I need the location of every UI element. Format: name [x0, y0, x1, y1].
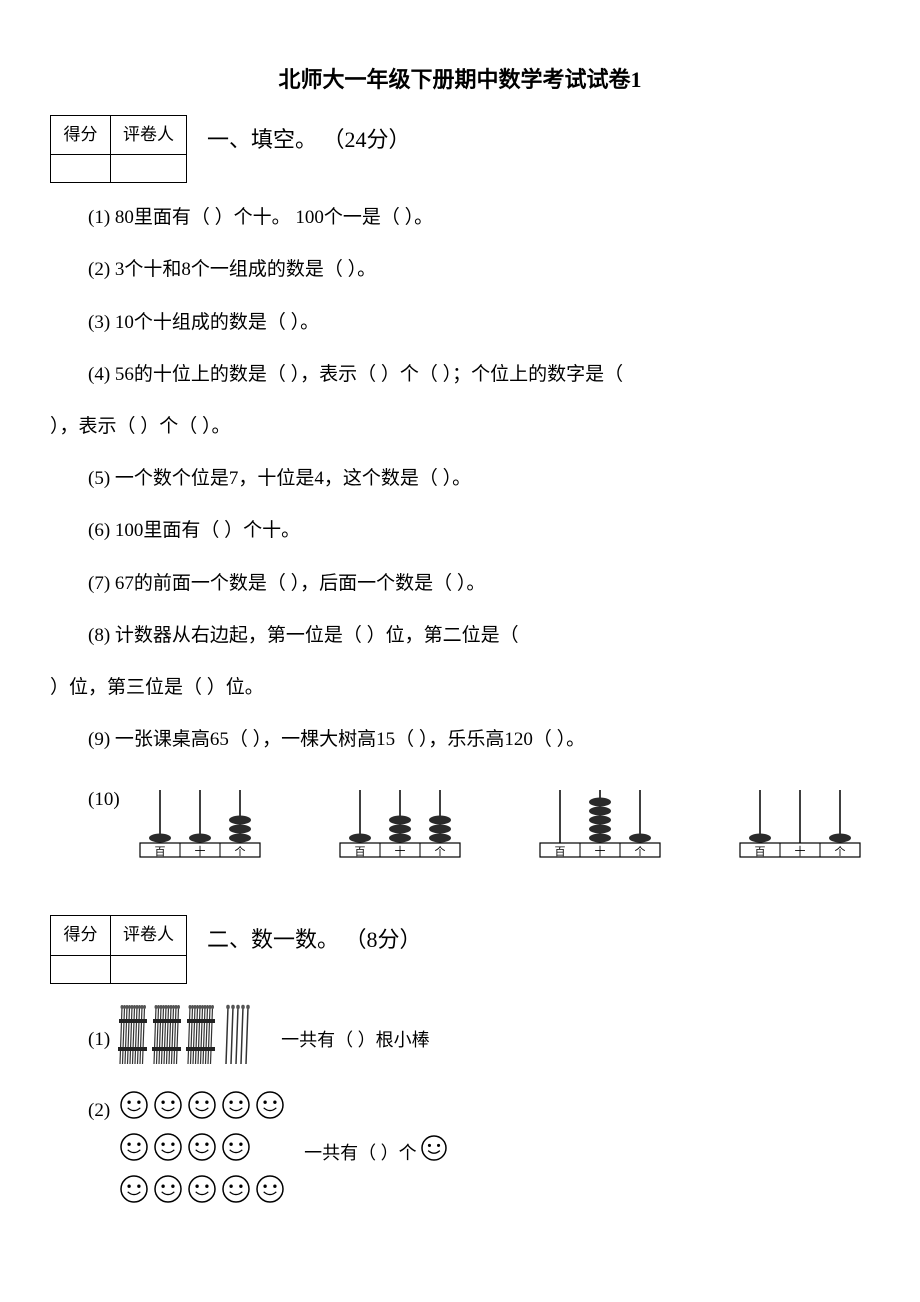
section-1-header: 得分 评卷人 一、填空。 （24分） — [50, 115, 870, 184]
section-2-label: 二、数一数。 （8分） — [207, 920, 422, 960]
smiley-icon — [154, 1133, 182, 1173]
smiley-icon — [222, 1133, 250, 1173]
smiley-icon — [256, 1091, 284, 1119]
smiley-icon — [188, 1175, 216, 1203]
svg-text:百: 百 — [554, 846, 565, 858]
score-cell-empty — [51, 955, 111, 983]
question-8b: ）位，第三位是（ ）位。 — [50, 671, 870, 705]
question-4b: ），表示（ ）个（ ）。 — [50, 410, 870, 444]
smiley-icon — [154, 1175, 182, 1215]
abacus-icon: 百十个 — [730, 785, 870, 865]
question-4a: (4) 56的十位上的数是（ ），表示（ ）个（ ）；个位上的数字是（ — [50, 358, 870, 392]
section-1-label: 一、填空。 （24分） — [207, 120, 411, 160]
section-2-header: 得分 评卷人 二、数一数。 （8分） — [50, 915, 870, 984]
score-table-1: 得分 评卷人 — [50, 115, 187, 184]
question-5: (5) 一个数个位是7，十位是4，这个数是（ ）。 — [50, 462, 870, 496]
smiley-icon — [188, 1133, 216, 1161]
score-col-2: 评卷人 — [111, 916, 187, 956]
smiley-icon — [120, 1133, 148, 1161]
question-2: (2) 3个十和8个一组成的数是（ ）。 — [50, 253, 870, 287]
abacus-item: 百十个 — [330, 785, 470, 865]
svg-text:百: 百 — [354, 846, 365, 858]
smiley-icon — [222, 1175, 250, 1203]
document-title: 北师大一年级下册期中数学考试试卷1 — [50, 60, 870, 100]
svg-text:十: 十 — [194, 844, 205, 858]
svg-text:十: 十 — [794, 844, 805, 858]
score-cell-empty — [51, 155, 111, 183]
score-col-1: 得分 — [51, 916, 111, 956]
count-q2-text: 一共有（ ）个 — [304, 1135, 447, 1171]
smiley-icon — [154, 1133, 182, 1161]
count-q1-text: 一共有（ ）根小棒 — [281, 1024, 430, 1056]
svg-text:个: 个 — [234, 845, 245, 858]
svg-text:个: 个 — [634, 845, 645, 858]
smiley-row — [120, 1091, 284, 1131]
smiley-icon — [120, 1133, 148, 1173]
smiley-icon-inline — [421, 1135, 447, 1171]
smiley-row — [120, 1133, 284, 1173]
smiley-icon — [154, 1091, 182, 1119]
smiley-icon — [154, 1175, 182, 1203]
abacus-item: 百十个 — [530, 785, 670, 865]
smiley-icon — [256, 1175, 284, 1215]
smiley-icon — [222, 1091, 250, 1131]
q10-label: (10) — [50, 783, 120, 817]
svg-text:个: 个 — [834, 845, 845, 858]
smiley-icon — [120, 1175, 148, 1203]
question-9: (9) 一张课桌高65（ ），一棵大树高15（ ），乐乐高120（ ）。 — [50, 723, 870, 757]
smiley-icon — [120, 1091, 148, 1131]
question-10: (10) 百 十 个 百 十 个 百 十 个 百 十 个 — [50, 775, 870, 885]
abacus-row: 百十个百十个百十个百十个 — [130, 785, 870, 865]
score-table-2: 得分 评卷人 — [50, 915, 187, 984]
count-q1-label: (1) — [88, 1023, 110, 1057]
score-col-1: 得分 — [51, 115, 111, 155]
count-q2: (2) — [88, 1089, 870, 1218]
smiley-icon — [188, 1091, 216, 1131]
smiley-icon — [222, 1091, 250, 1119]
smiley-row — [120, 1175, 284, 1215]
smiley-icon — [188, 1091, 216, 1119]
abacus-item: 百十个 — [730, 785, 870, 865]
smiley-icon — [222, 1133, 250, 1161]
svg-text:十: 十 — [594, 844, 605, 858]
sticks-graphic — [120, 999, 261, 1081]
smiley-icon — [222, 1175, 250, 1215]
abacus-icon: 百十个 — [530, 785, 670, 865]
smiley-icon — [188, 1175, 216, 1215]
question-6: (6) 100里面有（ ）个十。 — [50, 514, 870, 548]
score-cell-empty — [111, 155, 187, 183]
smiley-icon — [256, 1175, 284, 1203]
abacus-item: 百十个 — [130, 785, 270, 865]
question-3: (3) 10个十组成的数是（ ）。 — [50, 306, 870, 340]
smiley-icon — [120, 1091, 148, 1119]
smiley-icon — [154, 1091, 182, 1131]
svg-text:百: 百 — [154, 846, 165, 858]
smiley-icon — [188, 1133, 216, 1173]
abacus-icon: 百十个 — [330, 785, 470, 865]
smiley-icon — [120, 1175, 148, 1215]
smiley-icon — [421, 1135, 447, 1161]
svg-text:个: 个 — [434, 845, 445, 858]
question-1: (1) 80里面有（ ）个十。 100个一是（ ）。 — [50, 201, 870, 235]
count-q1: (1) 一共有（ ）根小棒 — [88, 999, 870, 1081]
abacus-icon: 百十个 — [130, 785, 270, 865]
smiley-icon — [256, 1091, 284, 1131]
svg-text:十: 十 — [394, 844, 405, 858]
score-cell-empty — [111, 955, 187, 983]
score-col-2: 评卷人 — [111, 115, 187, 155]
smiley-grid — [120, 1089, 284, 1218]
question-8a: (8) 计数器从右边起，第一位是（ ）位，第二位是（ — [50, 619, 870, 653]
question-7: (7) 67的前面一个数是（ ），后面一个数是（ ）。 — [50, 567, 870, 601]
svg-text:百: 百 — [754, 846, 765, 858]
count-q2-label: (2) — [88, 1094, 110, 1128]
sticks-icon — [120, 999, 261, 1069]
